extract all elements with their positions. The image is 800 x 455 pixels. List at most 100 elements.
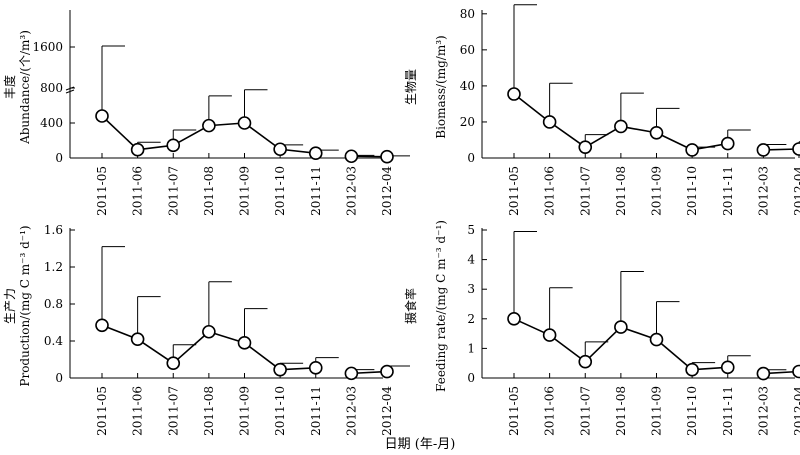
data-point bbox=[344, 366, 359, 381]
y-axis-title-cn: 摄食率 bbox=[403, 288, 418, 324]
x-tick-label: 2011-05 bbox=[95, 386, 109, 436]
y-tick-label: 1.6 bbox=[44, 223, 63, 237]
data-point bbox=[95, 109, 109, 123]
data-point bbox=[202, 324, 216, 339]
y-axis-title-en: Abundance/(个/m³) bbox=[18, 30, 32, 145]
y-tick-label: 20 bbox=[460, 115, 475, 129]
x-tick-label: 2011-11 bbox=[309, 166, 323, 216]
x-tick-label: 2011-07 bbox=[578, 166, 592, 216]
y-tick-label: 2 bbox=[467, 312, 475, 326]
y-axis-title-en: Production/(mg C m⁻³ d⁻¹) bbox=[18, 225, 32, 386]
x-tick-label: 2012-03 bbox=[756, 386, 770, 436]
x-tick-label: 2011-09 bbox=[238, 386, 252, 436]
data-point bbox=[130, 142, 145, 157]
x-tick-label: 2011-09 bbox=[650, 386, 664, 436]
series-line-segment bbox=[549, 334, 586, 363]
x-tick-label: 2011-10 bbox=[685, 166, 699, 216]
panel-top-left: 0 400 800 1600 2011-05 2011-06 2011-07 2011-08 2… bbox=[2, 10, 410, 216]
series-line-segment bbox=[244, 122, 281, 150]
y-tick-label: 400 bbox=[40, 116, 63, 130]
data-point bbox=[685, 362, 699, 377]
x-tick-label: 2011-10 bbox=[685, 386, 699, 436]
x-tick-label: 2012-04 bbox=[792, 386, 800, 436]
data-point bbox=[95, 318, 109, 333]
x-tick-label: 2011-05 bbox=[507, 166, 521, 216]
data-point bbox=[507, 87, 521, 101]
y-tick-label: 60 bbox=[460, 43, 475, 57]
data-point bbox=[237, 116, 252, 130]
data-point bbox=[649, 125, 664, 140]
y-axis-title-cn: 丰度 bbox=[2, 75, 17, 99]
data-point bbox=[166, 138, 181, 153]
data-point bbox=[614, 119, 628, 134]
x-tick-label: 2011-11 bbox=[721, 166, 735, 216]
series-line-segment bbox=[172, 331, 210, 364]
data-point bbox=[202, 118, 216, 133]
x-tick-label: 2011-06 bbox=[543, 386, 557, 436]
x-tick-label: 2011-07 bbox=[166, 386, 180, 436]
panel-top-right: 0 20 40 60 80 2011-05 2011-06 2011-07 2011-08 201… bbox=[404, 4, 800, 216]
data-point bbox=[166, 356, 181, 371]
x-tick-label: 2011-09 bbox=[238, 166, 252, 216]
y-tick-label: 0.4 bbox=[44, 334, 63, 348]
series-line-segment bbox=[513, 93, 551, 123]
data-point bbox=[720, 136, 735, 151]
data-point bbox=[130, 332, 145, 346]
series-line-segment bbox=[584, 326, 622, 363]
x-tick-label: 2011-11 bbox=[721, 386, 735, 436]
series-line-segment bbox=[244, 342, 281, 371]
x-tick-label: 2011-06 bbox=[131, 166, 145, 216]
x-tick-label: 2011-09 bbox=[650, 166, 664, 216]
data-point bbox=[542, 115, 557, 129]
x-tick-label: 2011-10 bbox=[273, 386, 287, 436]
x-tick-label: 2011-10 bbox=[273, 166, 287, 216]
x-tick-label: 2012-04 bbox=[380, 386, 394, 436]
data-point bbox=[578, 140, 593, 154]
data-point bbox=[649, 332, 664, 347]
x-tick-label: 2011-07 bbox=[578, 386, 592, 436]
data-point bbox=[685, 143, 699, 157]
panel-bottom-right: 0 1 2 3 4 5 2011-05 2011-06 2011-07 2011-08 2011-0… bbox=[403, 220, 800, 436]
x-tick-label: 2011-11 bbox=[309, 386, 323, 436]
y-tick-label: 40 bbox=[460, 79, 475, 93]
data-point bbox=[273, 142, 287, 157]
data-point bbox=[380, 364, 394, 379]
y-tick-label: 0.8 bbox=[44, 297, 63, 311]
y-axis-title-cn: 生物量 bbox=[404, 69, 418, 105]
data-point bbox=[756, 366, 771, 381]
x-tick-label: 2012-04 bbox=[792, 166, 800, 216]
data-point bbox=[507, 311, 521, 326]
data-point bbox=[237, 336, 252, 350]
series-line-segment bbox=[101, 115, 139, 151]
x-tick-label: 2011-05 bbox=[507, 386, 521, 436]
x-axis-title: 日期 (年-月) bbox=[385, 437, 456, 452]
y-axis-title-cn: 生产力 bbox=[3, 288, 17, 324]
data-point bbox=[756, 143, 771, 157]
data-point bbox=[578, 354, 593, 369]
series-line-segment bbox=[655, 338, 693, 371]
x-tick-label: 2011-08 bbox=[202, 386, 216, 436]
y-axis-title-en: Feeding rate/(mg C m⁻³ d⁻¹) bbox=[434, 220, 448, 392]
x-tick-label: 2012-03 bbox=[344, 386, 358, 436]
y-tick-label: 0 bbox=[467, 151, 475, 165]
y-tick-label: 1.2 bbox=[44, 260, 63, 274]
data-point bbox=[273, 362, 287, 377]
x-tick-label: 2012-04 bbox=[380, 166, 394, 216]
y-tick-label: 800 bbox=[40, 81, 63, 95]
y-tick-label: 3 bbox=[467, 282, 475, 296]
y-tick-label: 0 bbox=[55, 371, 63, 385]
series-line-segment bbox=[549, 121, 586, 148]
y-axis-title-en: Biomass/(mg/m³) bbox=[434, 35, 448, 138]
error-bar bbox=[137, 296, 161, 340]
error-bar bbox=[620, 270, 644, 328]
y-tick-label: 0 bbox=[55, 151, 63, 165]
data-point bbox=[614, 320, 628, 334]
y-tick-label: 1600 bbox=[32, 40, 63, 54]
error-bar bbox=[101, 246, 125, 326]
x-tick-label: 2011-08 bbox=[202, 166, 216, 216]
data-point bbox=[792, 142, 800, 156]
data-point bbox=[308, 146, 323, 160]
data-point bbox=[308, 361, 323, 375]
y-tick-label: 4 bbox=[467, 253, 475, 267]
